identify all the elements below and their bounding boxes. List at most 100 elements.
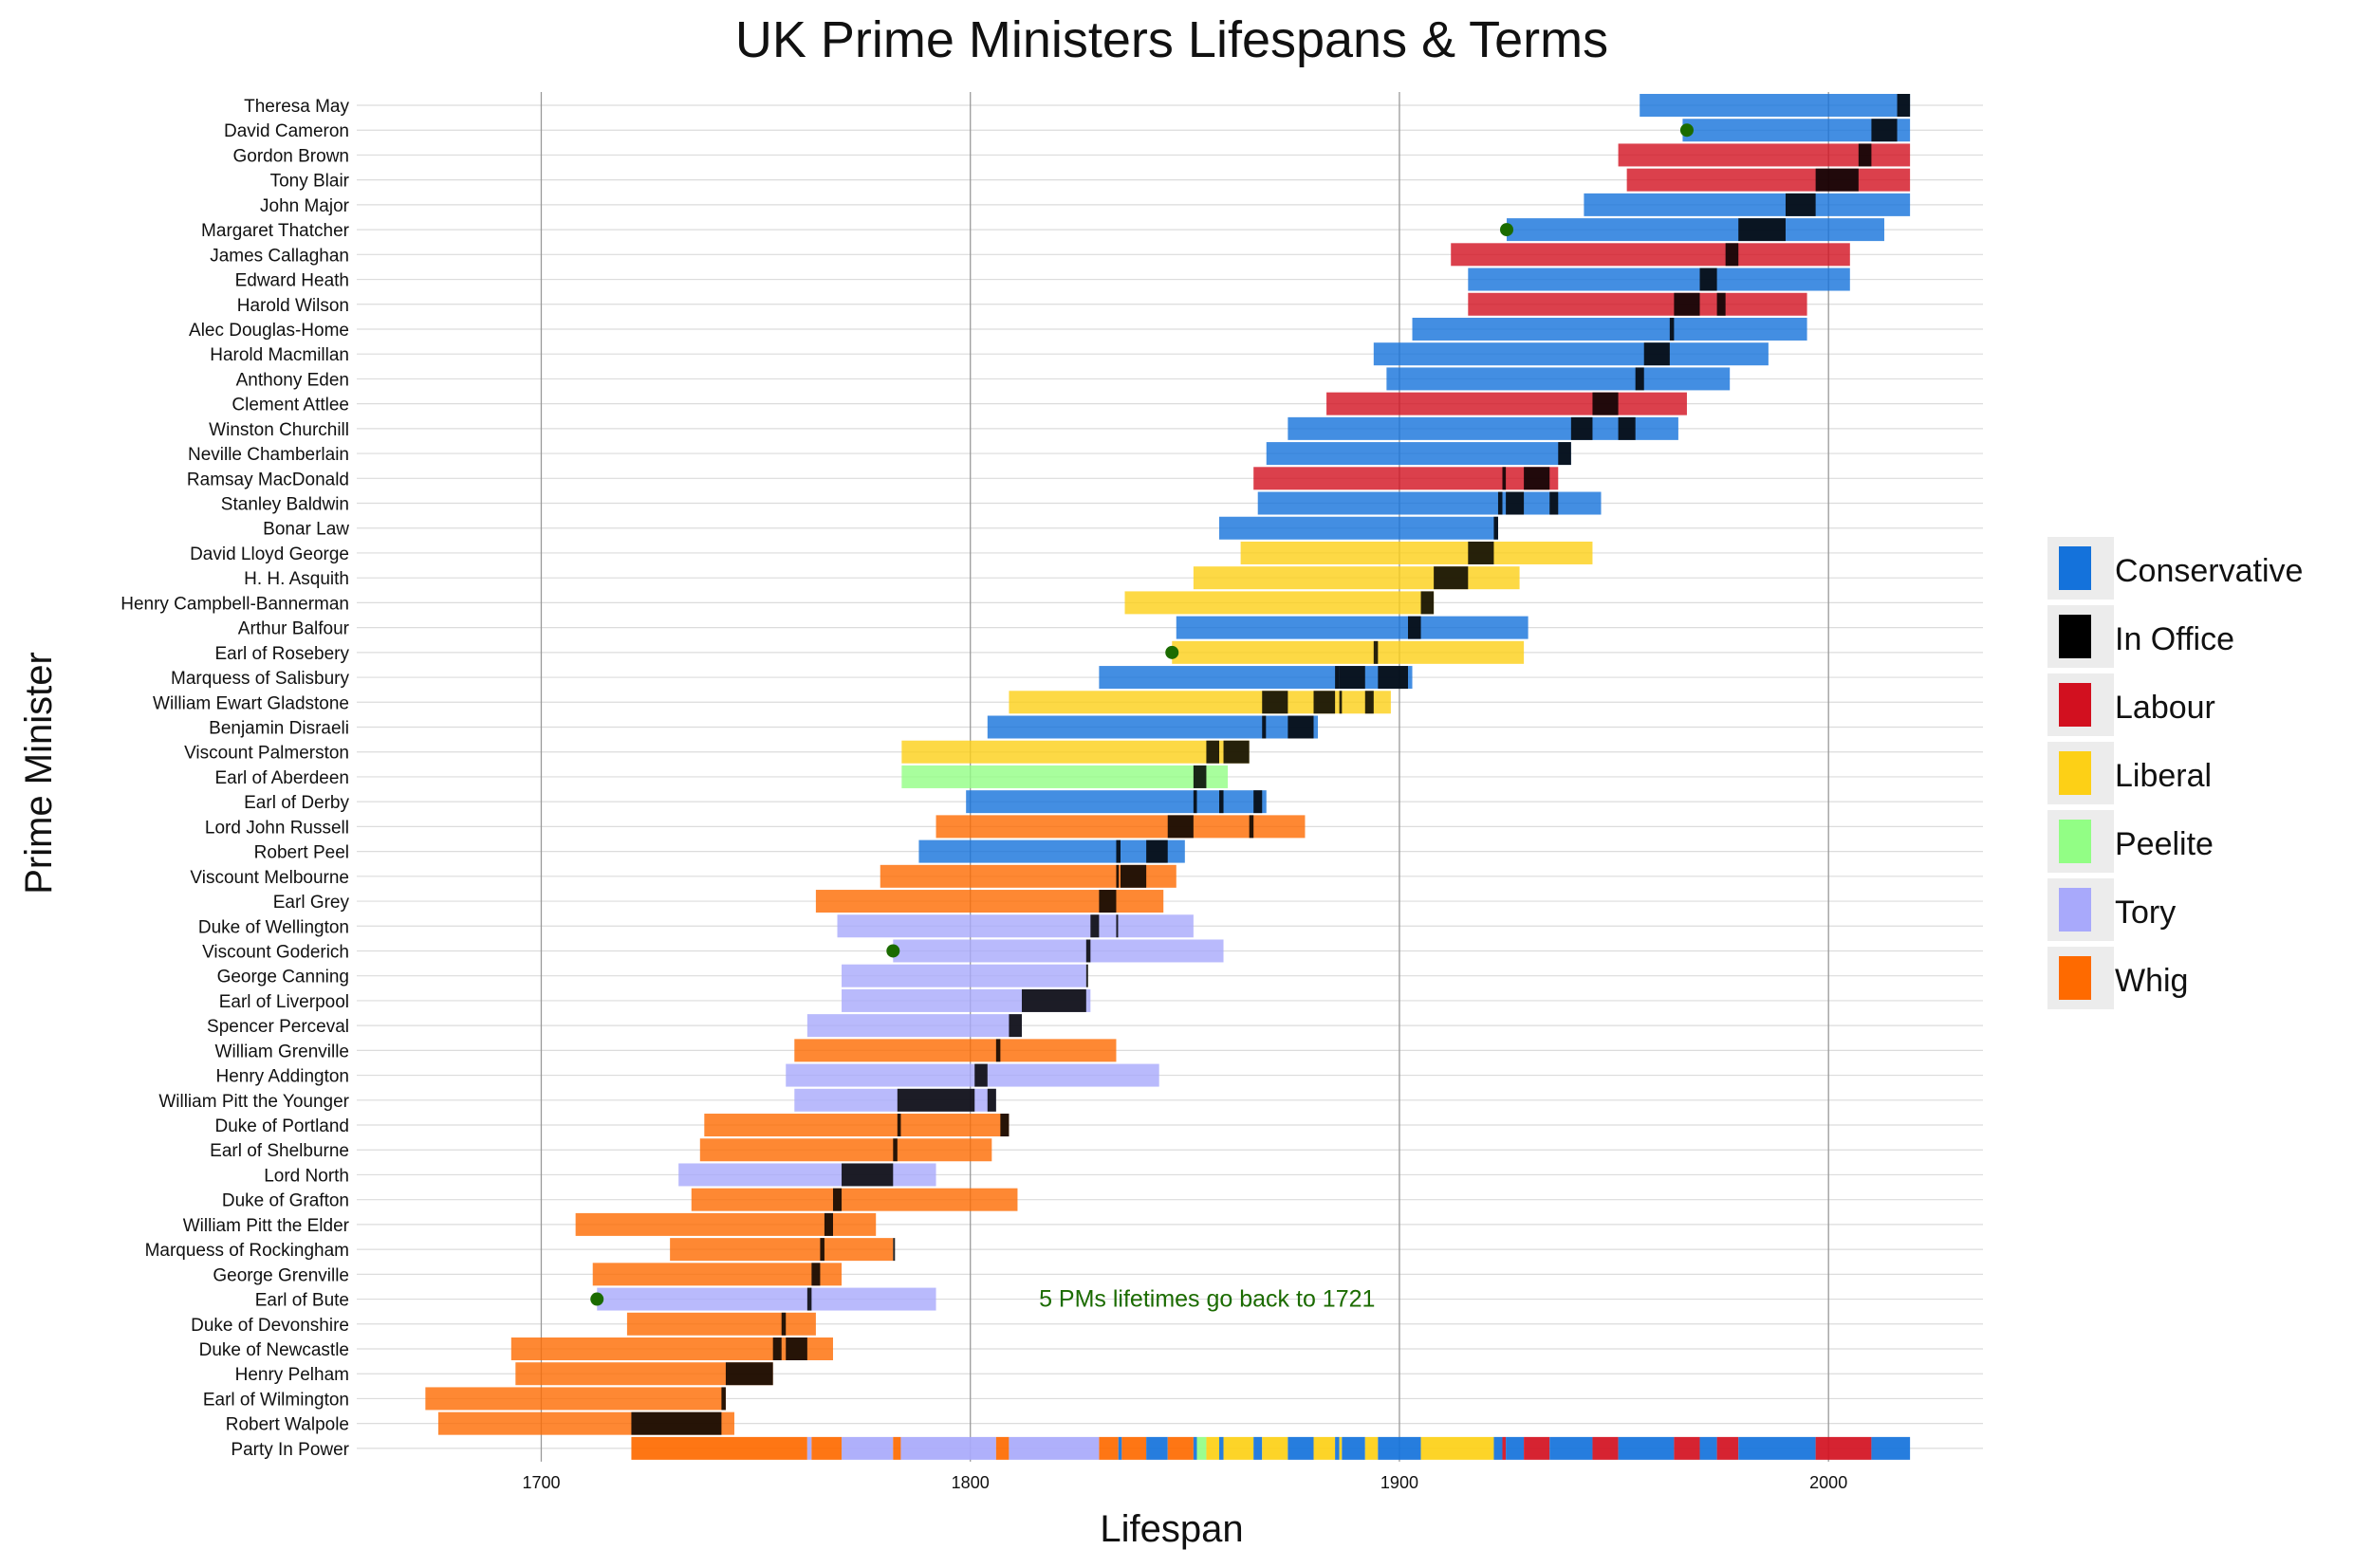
lifespan-bar xyxy=(510,1337,833,1360)
pm-label: H. H. Asquith xyxy=(244,569,349,589)
x-axis-title: Lifespan xyxy=(1100,1508,1243,1550)
pm-label: Robert Walpole xyxy=(226,1415,349,1435)
term-in-office-bar xyxy=(1635,367,1644,391)
term-in-office-bar xyxy=(1085,939,1091,963)
pm-label: Henry Pelham xyxy=(235,1365,349,1385)
lifespan-bar xyxy=(1266,442,1571,466)
pm-row-earl-of-derby xyxy=(966,790,1267,814)
term-in-office-bar xyxy=(1592,392,1619,415)
pm-row-david-cameron xyxy=(1679,119,1911,142)
pm-label: Ramsay MacDonald xyxy=(187,470,349,489)
legend-item-conservative: Conservative xyxy=(2047,537,2303,600)
lifespan-bar xyxy=(1253,467,1559,490)
pm-row-duke-of-grafton xyxy=(691,1188,1018,1211)
pm-row-earl-of-bute xyxy=(590,1287,936,1311)
term-in-office-bar xyxy=(1618,416,1636,440)
pm-label: Bonar Law xyxy=(263,520,349,540)
pm-label: Duke of Newcastle xyxy=(199,1340,349,1360)
party-in-power-segment xyxy=(1219,1436,1224,1460)
pm-label: William Pitt the Elder xyxy=(183,1216,350,1236)
term-in-office-bar xyxy=(1085,964,1088,987)
pm-label: Margaret Thatcher xyxy=(201,221,350,241)
pm-row-earl-of-shelburne xyxy=(699,1138,992,1162)
party-in-power-segment xyxy=(1524,1436,1550,1460)
lifespan-bar xyxy=(1176,616,1529,639)
pm-label: William Pitt the Younger xyxy=(158,1092,349,1112)
lifespan-bar xyxy=(901,740,1250,764)
x-tick-label: 2000 xyxy=(1809,1473,1847,1492)
pm-label: Earl of Wilmington xyxy=(203,1390,349,1410)
legend-label: Peelite xyxy=(2115,826,2214,862)
pm-row-william-pitt-the-younger xyxy=(794,1088,996,1112)
lifespan-bar xyxy=(1257,491,1602,515)
term-in-office-bar xyxy=(1669,317,1675,341)
party-in-power-segment xyxy=(1288,1436,1314,1460)
annotation: 5 PMs lifetimes go back to 1721 xyxy=(1039,1286,1375,1313)
pm-row-henry-addington xyxy=(786,1063,1159,1087)
pm-row-marquess-of-salisbury xyxy=(1099,666,1413,690)
pre-1721-marker-dot xyxy=(1679,123,1694,138)
party-in-power-segment xyxy=(900,1436,996,1460)
term-in-office-bar xyxy=(987,1088,996,1112)
pm-label: George Grenville xyxy=(213,1265,349,1285)
lifespan-bar xyxy=(699,1138,992,1162)
legend-swatch xyxy=(2059,888,2091,932)
pm-row-gordon-brown xyxy=(1618,143,1911,167)
pm-row-marquess-of-rockingham xyxy=(670,1238,896,1262)
lifespan-bar xyxy=(1172,640,1525,664)
lifespan-bar xyxy=(1219,516,1498,540)
party-in-power-segment xyxy=(811,1436,843,1460)
party-in-power-segment xyxy=(806,1436,812,1460)
pm-label: Alec Douglas-Home xyxy=(189,321,349,341)
party-in-power-segment xyxy=(1871,1436,1911,1460)
term-in-office-bar xyxy=(1253,790,1263,814)
term-in-office-bar xyxy=(721,1387,726,1411)
party-in-power-segment xyxy=(631,1436,807,1460)
lifespan-bar xyxy=(794,1039,1117,1062)
term-in-office-bar xyxy=(1434,566,1469,590)
term-in-office-bar xyxy=(1497,491,1503,515)
term-in-office-bar xyxy=(1193,765,1207,788)
party-in-power-row xyxy=(631,1436,1911,1460)
term-in-office-bar xyxy=(1570,416,1593,440)
term-in-office-bar xyxy=(1313,691,1336,714)
pm-label: Tony Blair xyxy=(270,172,350,192)
lifespan-bar xyxy=(1386,367,1731,391)
pm-row-george-grenville xyxy=(592,1263,843,1286)
lifespan-bar xyxy=(678,1163,936,1187)
pm-row-william-grenville xyxy=(794,1039,1117,1062)
pm-label: Duke of Wellington xyxy=(198,917,349,937)
legend-swatch xyxy=(2059,820,2091,863)
lifespan-bar xyxy=(1626,168,1911,192)
term-in-office-bar xyxy=(893,1238,896,1262)
lifespan-bar xyxy=(1373,342,1769,366)
party-in-power-segment xyxy=(1699,1436,1717,1460)
pm-row-william-pitt-the-elder xyxy=(575,1212,877,1236)
party-in-power-segment xyxy=(1099,1436,1119,1460)
party-in-power-segment xyxy=(1592,1436,1619,1460)
pm-label: William Grenville xyxy=(215,1042,349,1061)
party-in-power-segment xyxy=(1313,1436,1336,1460)
lifespan-bar xyxy=(1193,566,1520,590)
pm-row-benjamin-disraeli xyxy=(987,715,1319,739)
y-axis-title: Prime Minister xyxy=(18,652,60,895)
lifespan-bar xyxy=(1288,416,1678,440)
term-in-office-bar xyxy=(1116,864,1120,888)
term-in-office-bar xyxy=(820,1238,824,1262)
party-in-power-segment xyxy=(1502,1436,1507,1460)
lifespan-bar xyxy=(1326,392,1687,415)
pm-row-lord-john-russell xyxy=(936,815,1306,839)
party-in-power-segment xyxy=(1193,1436,1197,1460)
term-in-office-bar xyxy=(772,1337,782,1360)
pm-row-viscount-goderich xyxy=(886,939,1224,963)
term-in-office-bar xyxy=(1116,914,1119,938)
lifespan-bar xyxy=(936,815,1306,839)
party-in-power-segment xyxy=(893,1436,901,1460)
term-in-office-bar xyxy=(1223,740,1250,764)
term-in-office-bar xyxy=(1725,243,1739,267)
term-in-office-bar xyxy=(893,1138,898,1162)
party-in-power-segment xyxy=(1121,1436,1147,1460)
pre-1721-marker-dot xyxy=(1165,645,1179,659)
pm-label: James Callaghan xyxy=(210,246,349,266)
